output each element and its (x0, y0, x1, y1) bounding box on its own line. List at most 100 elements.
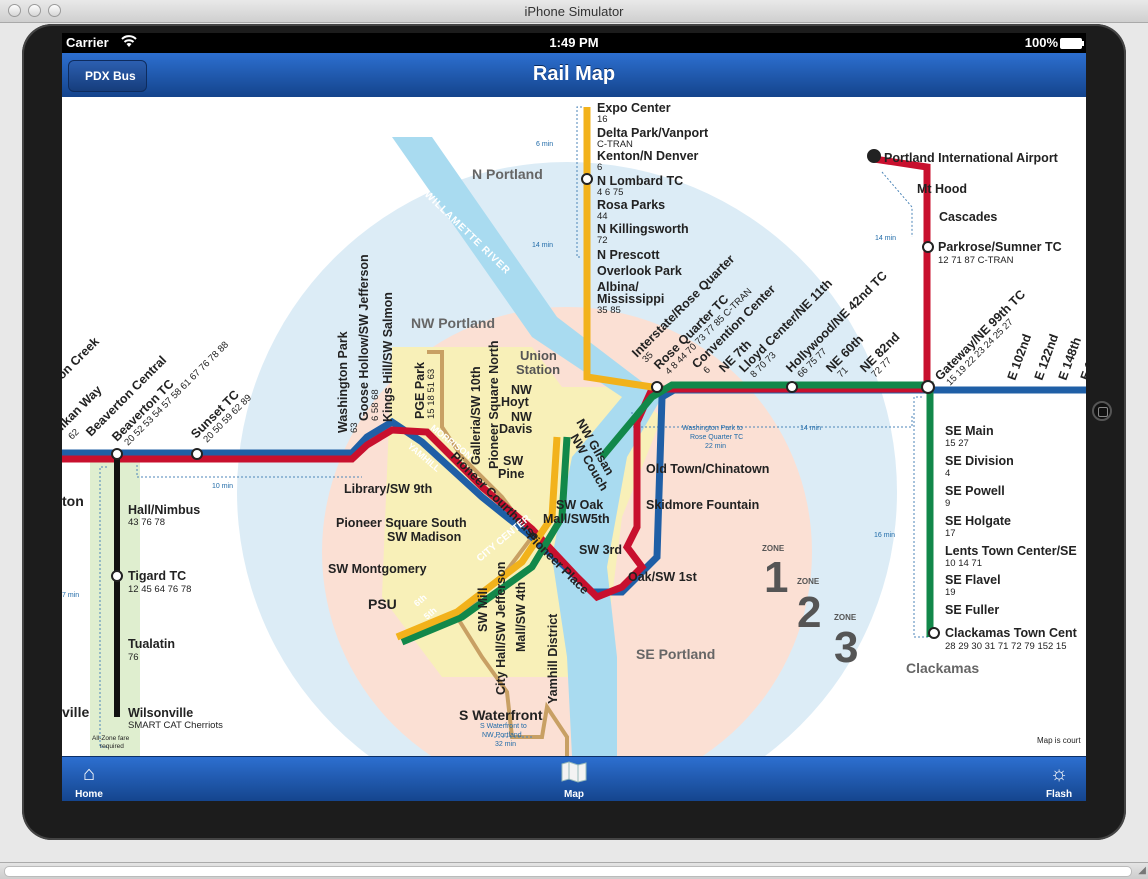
station-se-flavel: SE Flavel (945, 573, 1001, 587)
window-title: iPhone Simulator (524, 4, 624, 19)
station-mall-sw4th: Mall/SW 4th (514, 582, 528, 652)
transfer-stations (111, 149, 940, 639)
downtown-stations: Old Town/Chinatown Skidmore Fountain Oak… (328, 348, 769, 612)
station-expo-center: Expo Center (597, 101, 671, 115)
zone-1-label: ZONE (762, 544, 785, 553)
station-union-1: Union (520, 348, 557, 363)
station-mississippi: Mississippi (597, 292, 664, 306)
station-albina: Albina/ (597, 280, 639, 294)
station-parkrose: Parkrose/Sumner TC (938, 240, 1062, 254)
status-bar: Carrier 1:49 PM 100% (62, 33, 1086, 53)
station-tigard-tc: Tigard TC (128, 569, 186, 583)
station-tualatin: Tualatin (128, 637, 175, 651)
station-hall-nimbus: Hall/Nimbus (128, 503, 200, 517)
station-lents: Lents Town Center/SE (945, 544, 1077, 558)
rail-map[interactable]: WILLAMETTE RIVER 6 min 14 min 14 min 10 … (62, 97, 1086, 756)
tab-home-label: Home (75, 789, 103, 800)
station-se-main-buses: 15 27 (945, 438, 969, 449)
station-parkrose-buses: 12 71 87 C-TRAN (938, 255, 1014, 266)
station-sw-mill: SW Mill (476, 588, 490, 632)
station-wilsonville: Wilsonville (128, 706, 193, 720)
zone-3-label: ZONE (834, 613, 857, 622)
travel-time-7min: 7 min (62, 592, 79, 599)
station-kenton: Kenton/N Denver (597, 149, 699, 163)
station-se-flavel-buses: 19 (945, 587, 956, 598)
station-n-lombard: N Lombard TC (597, 174, 683, 188)
yellow-line-stations: Expo Center 16 Delta Park/Vanport C-TRAN… (597, 101, 709, 316)
travel-time-14min-east: 14 min (800, 425, 821, 432)
station-wilsonville-partial: ville (62, 704, 89, 720)
green-line (599, 381, 934, 637)
station-pdx-airport: Portland International Airport (884, 151, 1059, 165)
station-mt-hood: Mt Hood (917, 182, 967, 196)
station-nw-davis-1: NW (511, 410, 532, 424)
wes-stations: Hall/Nimbus 43 76 78 Tigard TC 12 45 64 … (92, 503, 223, 750)
note-wash-park-1: Washington Park to (682, 425, 743, 432)
area-s-waterfront: S Waterfront (459, 707, 543, 723)
note-wash-park-2: Rose Quarter TC (690, 434, 743, 441)
area-se-portland: SE Portland (636, 646, 715, 662)
station-tigard-tc-buses: 12 45 64 76 78 (128, 584, 191, 595)
station-mississippi-buses: 35 85 (597, 305, 621, 316)
station-sw-oak: SW Oak (556, 498, 603, 512)
station-n-prescott: N Prescott (597, 248, 660, 262)
clock: 1:49 PM (549, 35, 599, 50)
yellow-line (583, 107, 653, 391)
station-se-powell-buses: 9 (945, 498, 950, 509)
station-tualatin-buses: 76 (128, 652, 139, 663)
battery-percent: 100% (1024, 35, 1058, 50)
window-titlebar: iPhone Simulator (0, 0, 1148, 23)
zoom-window-button[interactable] (48, 4, 61, 17)
area-n-portland: N Portland (472, 166, 543, 182)
minimize-window-button[interactable] (28, 4, 41, 17)
wifi-icon (120, 34, 138, 51)
station-millikan-buses: 62 (66, 427, 81, 442)
window-scrollbar-area: ◢ (0, 862, 1148, 879)
tab-flash[interactable]: ☼ Flash (1019, 757, 1086, 801)
horizontal-scrollbar[interactable] (4, 866, 1132, 877)
tab-map-label: Map (564, 789, 584, 800)
station-sw3rd: SW 3rd (579, 543, 622, 557)
station-se-powell: SE Powell (945, 484, 1005, 498)
travel-time-16min: 16 min (874, 532, 895, 539)
station-wilsonville-buses: SMART CAT Cherriots (128, 720, 223, 731)
tab-map[interactable]: Map (534, 757, 614, 801)
station-washington-park-buses: 63 (349, 422, 360, 433)
tab-home[interactable]: ⌂ Home (62, 757, 129, 801)
home-hardware-button[interactable] (1092, 401, 1112, 421)
note-swf-3: 32 min (495, 741, 516, 748)
close-window-button[interactable] (8, 4, 21, 17)
station-pioneer-square-north: Pioneer Square North (487, 341, 501, 470)
station-library: Library/SW 9th (344, 482, 432, 496)
flash-icon: ☼ (1049, 763, 1069, 785)
station-city-hall: City Hall/SW Jefferson (494, 562, 508, 695)
station-rosa-parks: Rosa Parks (597, 198, 665, 212)
page-title: Rail Map (532, 63, 616, 85)
station-nw-hoyt-2: Hoyt (501, 395, 530, 409)
rail-map-graphic: WILLAMETTE RIVER 6 min 14 min 14 min 10 … (62, 101, 1086, 756)
red-line (62, 155, 931, 602)
station-se-holgate: SE Holgate (945, 514, 1011, 528)
zone-3-number: 3 (834, 623, 858, 672)
battery-icon (1060, 38, 1084, 49)
station-kings-hill: Kings Hill/SW Salmon (381, 292, 395, 422)
station-pge-park: PGE Park (413, 362, 427, 419)
green-line-south-stations: SE Main 15 27 SE Division 4 SE Powell 9 … (945, 424, 1078, 652)
station-clackamas-tc-buses: 28 29 30 31 71 72 79 152 15 (945, 641, 1067, 652)
station-mall-sw5th: Mall/SW5th (543, 512, 610, 526)
station-se-division-buses: 4 (945, 468, 950, 479)
station-sw-pine-1: SW (503, 454, 523, 468)
station-nw-davis-2: Davis (499, 422, 532, 436)
travel-time-6min: 6 min (536, 141, 553, 148)
station-rosa-parks-buses: 44 (597, 211, 608, 222)
station-lents-buses: 10 14 71 (945, 558, 982, 569)
back-button[interactable]: PDX Bus (68, 60, 147, 92)
station-se-main: SE Main (945, 424, 994, 438)
station-hall-nimbus-buses: 43 76 78 (128, 517, 165, 528)
green-line-mall (400, 436, 571, 646)
station-se-fuller: SE Fuller (945, 603, 999, 617)
station-overlook-park: Overlook Park (597, 264, 682, 278)
station-pge-park-buses: 15 18 51 63 (426, 369, 437, 419)
station-n-lombard-buses: 4 6 75 (597, 187, 623, 198)
resize-grip-icon[interactable]: ◢ (1138, 865, 1146, 876)
